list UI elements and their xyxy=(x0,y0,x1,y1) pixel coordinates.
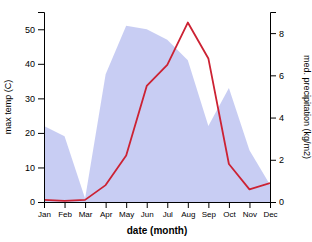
tick-mark xyxy=(65,202,66,208)
tick: 4 xyxy=(270,113,284,123)
tick-label: Nov xyxy=(243,210,257,219)
tick-mark xyxy=(38,202,44,203)
tick: Sep xyxy=(202,202,217,219)
tick: 20 xyxy=(25,128,44,138)
tick: Mar xyxy=(79,202,93,219)
tick: 0 xyxy=(30,197,44,207)
tick-mark xyxy=(38,98,44,99)
tick-label: 6 xyxy=(279,71,284,81)
y2-axis: 0 2 4 6 8 xyxy=(270,13,284,208)
tick-label: 2 xyxy=(279,155,284,165)
tick-label: Mar xyxy=(79,210,93,219)
tick: Oct xyxy=(223,202,236,219)
tick: 40 xyxy=(25,59,44,69)
tick: Nov xyxy=(243,202,257,219)
plot: JanFebMarAprMayJunJulAugSepOctNovDec0102… xyxy=(25,13,284,219)
tick: 6 xyxy=(270,71,284,81)
tick-label: Sep xyxy=(202,210,217,219)
tick: Jan xyxy=(38,202,51,219)
tick-label: 30 xyxy=(25,94,35,104)
tick-label: Jan xyxy=(38,210,51,219)
tick-label: Oct xyxy=(223,210,236,219)
tick-mark xyxy=(249,202,250,208)
tick-label: Apr xyxy=(100,210,113,219)
tick-label: Feb xyxy=(58,210,72,219)
chart-svg: JanFebMarAprMayJunJulAugSepOctNovDec0102… xyxy=(0,0,312,242)
tick: 8 xyxy=(270,28,284,38)
tick: 0 xyxy=(270,197,284,207)
tick: Aug xyxy=(181,202,195,219)
tick-mark xyxy=(147,202,148,208)
tick: Feb xyxy=(58,202,72,219)
axis-line xyxy=(45,203,271,209)
tick-label: May xyxy=(119,210,134,219)
tick-mark xyxy=(270,118,276,119)
tick-mark xyxy=(229,202,230,208)
tick-mark xyxy=(270,202,276,203)
tick-label: Jun xyxy=(141,210,154,219)
tick-label: 20 xyxy=(25,128,35,138)
tick: Jul xyxy=(163,202,173,219)
tick-label: 0 xyxy=(279,197,284,207)
tick-mark xyxy=(38,64,44,65)
area xyxy=(44,26,270,202)
tick-mark xyxy=(270,160,276,161)
tick-mark xyxy=(167,202,168,208)
tick-label: 0 xyxy=(30,197,35,207)
tick-label: Aug xyxy=(181,210,195,219)
tick-mark xyxy=(126,202,127,208)
tick-label: Jul xyxy=(163,210,173,219)
x-axis-title: date (month) xyxy=(127,225,188,236)
tick-mark xyxy=(270,33,276,34)
marks xyxy=(44,23,270,202)
tick-label: Dec xyxy=(263,210,277,219)
x-axis: Jan Feb Mar Apr May Jun Jul Aug Sep Oct Nov Dec xyxy=(38,202,278,219)
y-axis: 0 10 20 30 40 50 xyxy=(25,13,45,208)
axis-line xyxy=(271,13,277,203)
tick: May xyxy=(119,202,134,219)
tick-mark xyxy=(188,202,189,208)
tick: Apr xyxy=(100,202,113,219)
tick: Dec xyxy=(263,202,277,219)
tick-mark xyxy=(38,167,44,168)
tick: 2 xyxy=(270,155,284,165)
tick-mark xyxy=(85,202,86,208)
tick-mark xyxy=(106,202,107,208)
tick: 10 xyxy=(25,163,44,173)
chart-container: JanFebMarAprMayJunJulAugSepOctNovDec0102… xyxy=(0,0,312,242)
line xyxy=(44,23,270,201)
tick-label: 4 xyxy=(279,113,284,123)
tick-mark xyxy=(38,29,44,30)
tick-label: 10 xyxy=(25,163,35,173)
tick-mark xyxy=(270,75,276,76)
y2-axis-title: med. precipitation (kg/m2) xyxy=(302,55,312,159)
tick-label: 50 xyxy=(25,25,35,35)
tick-mark xyxy=(208,202,209,208)
tick-mark xyxy=(38,133,44,134)
tick: Jun xyxy=(141,202,154,219)
tick-label: 40 xyxy=(25,59,35,69)
tick: 50 xyxy=(25,25,44,35)
tick: 30 xyxy=(25,94,44,104)
y-axis-title: max temp (C) xyxy=(3,80,13,135)
tick-label: 8 xyxy=(279,28,284,38)
axis-line xyxy=(38,13,45,203)
